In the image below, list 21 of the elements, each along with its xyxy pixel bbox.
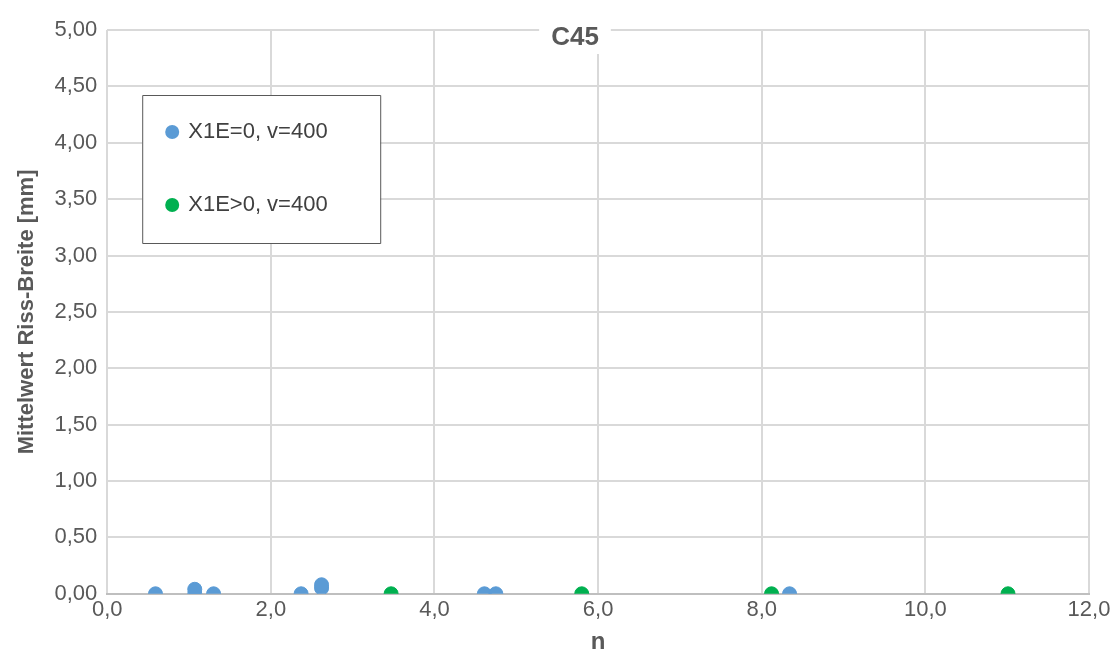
y-tick-label: 1,00 xyxy=(54,467,98,493)
y-tick-label: 0,50 xyxy=(54,523,98,549)
y-tick-label: 1,50 xyxy=(54,410,98,436)
x-tick-label: 8,0 xyxy=(746,596,778,622)
legend-label: X1E>0, v=400 xyxy=(188,191,328,217)
y-axis-title: Mittelwert Riss-Breite [mm] xyxy=(13,169,39,455)
y-tick-label: 4,00 xyxy=(54,128,98,154)
x-tick-label: 4,0 xyxy=(419,596,450,622)
legend-label: X1E=0, v=400 xyxy=(188,118,328,144)
x-tick-label: 12,0 xyxy=(1067,596,1111,622)
chart-title: C45 xyxy=(551,21,599,52)
y-tick-label: 2,00 xyxy=(54,354,98,380)
x-tick-label: 6,0 xyxy=(582,596,614,622)
x-axis-title: n xyxy=(590,627,606,655)
x-tick-label: 2,0 xyxy=(255,596,287,622)
y-tick-label: 3,00 xyxy=(54,241,98,267)
y-tick-label: 4,50 xyxy=(54,72,98,98)
y-tick-label: 3,50 xyxy=(54,185,98,211)
y-tick-label: 5,00 xyxy=(54,16,98,42)
x-tick-label: 10,0 xyxy=(903,596,947,622)
y-tick-label: 2,50 xyxy=(54,297,98,323)
